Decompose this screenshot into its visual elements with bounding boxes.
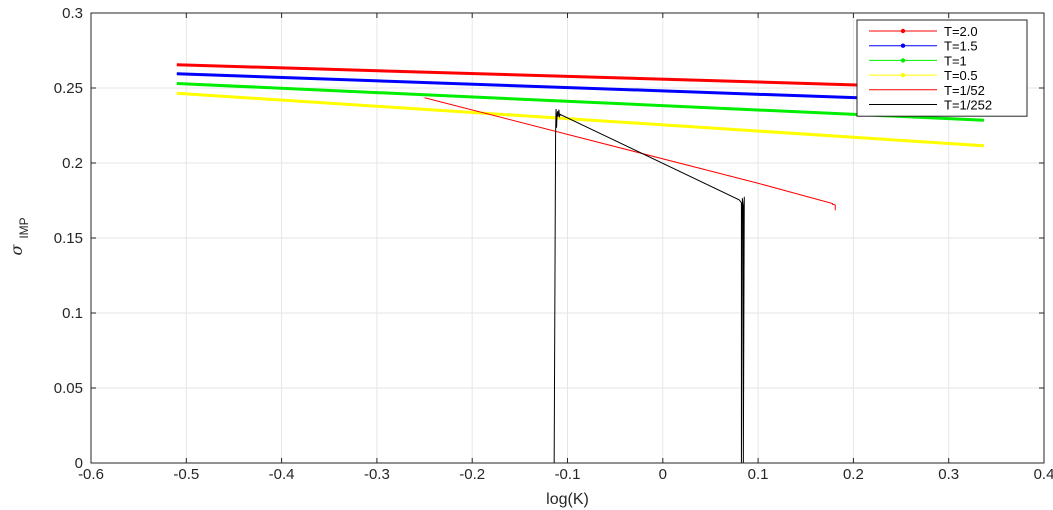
x-tick-label: -0.4	[269, 466, 295, 483]
series-line-2	[176, 72, 985, 104]
plot-lines	[176, 63, 985, 464]
legend-marker	[900, 72, 906, 78]
series-line-1	[176, 63, 985, 91]
y-tick-label: 0.15	[54, 230, 83, 247]
y-axis-label-subscript: IMP	[17, 217, 31, 238]
y-axis-label: σ IMP	[7, 217, 31, 255]
x-tick-label: 0	[659, 466, 667, 483]
x-tick-label: -0.1	[555, 466, 581, 483]
legend-label: T=0.5	[944, 68, 978, 83]
y-tick-label: 0.1	[62, 305, 83, 322]
legend-marker	[900, 43, 906, 48]
x-tick-label: -0.6	[78, 466, 104, 483]
legend-label: T=1	[944, 53, 967, 68]
legend-label: T=1.5	[944, 39, 978, 54]
x-tick-label: 0.4	[1034, 466, 1053, 483]
legend: T=2.0T=1.5T=1T=0.5T=1/52T=1/252	[856, 19, 1028, 117]
series-line-3	[176, 82, 985, 122]
x-tick-label: 0.2	[843, 466, 864, 483]
y-axis-label-symbol: σ	[7, 243, 26, 255]
series-line-6	[553, 108, 745, 464]
y-tick-label: 0.05	[54, 380, 83, 397]
legend-box	[856, 19, 1028, 117]
legend-marker	[900, 28, 906, 34]
axis-ticks: -0.6 -0.5 -0.4 -0.3 -0.2 -0.1 0 0.1 0.2 0.3 0.4 0 0.…	[54, 5, 1053, 483]
y-tick-label: 0.25	[54, 80, 83, 97]
legend-marker	[900, 58, 906, 63]
legend-label: T=1/52	[944, 83, 985, 98]
series-line-5	[424, 97, 836, 211]
x-tick-label: -0.3	[364, 466, 390, 483]
x-tick-label: 0.1	[748, 466, 769, 483]
legend-label: T=2.0	[944, 24, 978, 39]
y-tick-label: 0.3	[62, 5, 83, 22]
x-axis-label: log(K)	[546, 491, 589, 508]
x-tick-label: -0.5	[173, 466, 199, 483]
y-tick-label: 0.2	[62, 155, 83, 172]
legend-label: T=1/252	[944, 98, 992, 113]
y-tick-label: 0	[75, 455, 83, 472]
x-tick-label: -0.2	[459, 466, 485, 483]
series-line-4	[176, 91, 985, 148]
x-tick-label: 0.3	[938, 466, 959, 483]
